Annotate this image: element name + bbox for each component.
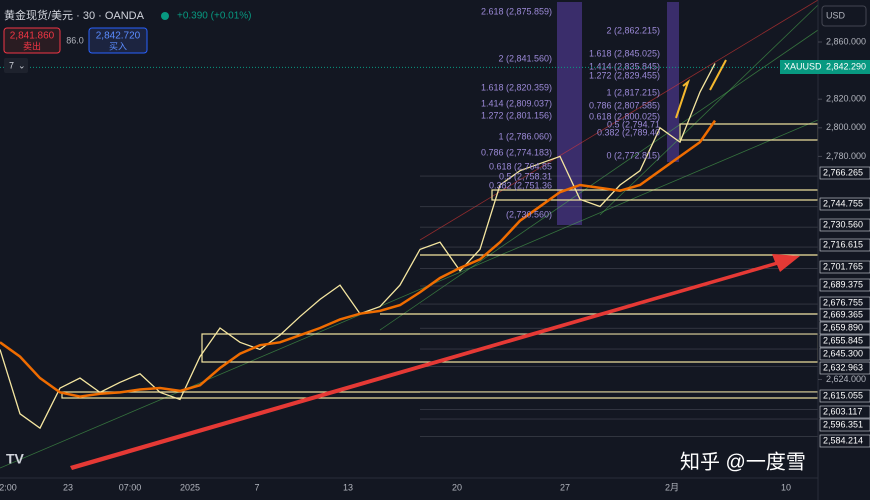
level-tag <box>819 308 870 322</box>
sell-button[interactable] <box>3 27 61 54</box>
fib-label: 2.618 (2,875.859) <box>481 6 552 16</box>
tick-label: 2,860.000 <box>826 36 866 46</box>
indicator-count[interactable]: 7 <box>9 60 14 70</box>
fib-label: 1 (2,786.060) <box>498 131 552 141</box>
level-tag <box>819 389 870 403</box>
status-dot <box>161 12 169 20</box>
level-label: 2,676.755 <box>823 297 863 307</box>
fib-label: 0 (2,772.815) <box>606 150 660 160</box>
level-tag <box>819 321 870 335</box>
level-tag <box>819 260 870 274</box>
level-tag <box>819 434 870 448</box>
level-label: 2,615.055 <box>823 390 863 400</box>
level-label: 2,716.615 <box>823 239 863 249</box>
level-tag <box>819 334 870 348</box>
level-label: 2,669.365 <box>823 309 863 319</box>
time-label: 2:00 <box>0 482 17 492</box>
time-label: 13 <box>343 482 353 492</box>
level-tag <box>819 166 870 180</box>
currency-button[interactable] <box>821 5 867 27</box>
time-label: 23 <box>63 482 73 492</box>
fib-label: 1.272 (2,829.455) <box>589 70 660 80</box>
level-label: 2,645.300 <box>823 348 863 358</box>
level-label: 2,689.375 <box>823 279 863 289</box>
level-tag <box>819 361 870 375</box>
time-label: 20 <box>452 482 462 492</box>
level-tag <box>819 278 870 292</box>
change: +0.390 (+0.01%) <box>177 11 252 22</box>
fib-label: 0.618 (2,764.85 <box>489 161 552 171</box>
fib-label: 2 (2,841.560) <box>498 53 552 63</box>
tick-label: 2,820.000 <box>826 94 866 104</box>
level-tag <box>819 197 870 211</box>
time-label: 2月 <box>665 482 679 492</box>
fib-label: 1.414 (2,809.037) <box>481 98 552 108</box>
axis-labels: 2,860.000 2,820.000 2,800.000 2,780.000 2,62… <box>0 36 870 448</box>
fib-label: 0.5 (2,758.31 <box>499 171 552 181</box>
sell-label[interactable]: 卖出 <box>23 40 41 51</box>
time-label: 10 <box>781 482 791 492</box>
time-label: 7 <box>254 482 259 492</box>
level-label: 2,766.265 <box>823 167 863 177</box>
buy-price[interactable]: 2,842.720 <box>96 31 141 42</box>
level-label: 2,655.845 <box>823 335 863 345</box>
fib-label: 1.618 (2,845.025) <box>589 48 660 58</box>
fib-label: 2 (2,862.215) <box>606 25 660 35</box>
fib-labels: 2.618 (2,875.859) 2 (2,841.560) 1.618 (2,8… <box>481 6 660 219</box>
fib-label: 0.618 (2,800.025) <box>589 111 660 121</box>
level-label: 2,744.755 <box>823 198 863 208</box>
watermark: 知乎 @一度雪 <box>680 450 806 473</box>
level-tag <box>819 238 870 252</box>
level-label: 2,603.117 <box>823 406 862 416</box>
fib-label: 1.414 (2,835.845) <box>589 61 660 71</box>
level-label: 2,659.890 <box>823 322 863 332</box>
buy-label[interactable]: 买入 <box>109 41 127 51</box>
tick-label: 2,624.000 <box>826 374 866 384</box>
last-price: 2,842.290 <box>826 61 866 71</box>
time-label: 27 <box>560 482 570 492</box>
level-label: 2,632.963 <box>823 362 863 372</box>
fib-label: 0.382 (2,789.40 <box>597 127 660 137</box>
fib-label: 0.5 (2,794.71 <box>607 119 660 129</box>
fib-label: 1 (2,817.215) <box>606 87 660 97</box>
fib-label: 1.272 (2,801.156) <box>481 110 552 120</box>
level-tag <box>819 418 870 432</box>
tick-label: 2,780.000 <box>826 151 866 161</box>
series <box>0 63 717 430</box>
tick-label: 2,800.000 <box>826 122 866 132</box>
level-tag <box>819 405 870 419</box>
fib-label: 0.786 (2,774.183) <box>481 147 552 157</box>
currency[interactable]: USD <box>826 10 846 20</box>
level-tag <box>819 347 870 361</box>
level-label: 2,596.351 <box>823 419 863 429</box>
sell-price[interactable]: 2,841.860 <box>10 31 55 42</box>
fib-zone <box>667 2 679 162</box>
time-label: 07:00 <box>119 482 142 492</box>
trend-arrow <box>70 254 800 470</box>
indicator-toggle[interactable] <box>4 58 28 73</box>
fib-label: 0.786 (2,807.585) <box>589 100 660 110</box>
spread: 86.0 <box>66 35 84 45</box>
fib-label: 1.618 (2,820.359) <box>481 82 552 92</box>
symbol: 黄金现货/美元 · 30 · OANDA <box>4 8 145 22</box>
last-price-tag <box>780 60 870 74</box>
level-label: 2,701.765 <box>823 261 863 271</box>
indicator-chevron[interactable]: ⌄ <box>18 60 26 70</box>
arrow <box>675 79 691 119</box>
time-axis: 2:00 23 07:00 2025 7 13 20 27 2月 10 <box>0 482 791 492</box>
last-symbol: XAUUSD <box>784 61 822 71</box>
level-tag <box>819 218 870 232</box>
tv-logo: TV <box>6 451 25 467</box>
fib-label: 0.382 (2,751.36 <box>489 180 552 190</box>
time-label: 2025 <box>180 482 200 492</box>
arrow <box>709 59 727 91</box>
buy-button[interactable] <box>88 27 148 54</box>
trend-lines <box>0 0 819 469</box>
fib-label: (2,730.560) <box>506 209 552 219</box>
level-label: 2,584.214 <box>823 435 863 445</box>
ma-line <box>0 119 717 398</box>
level-label: 2,730.560 <box>823 219 863 229</box>
